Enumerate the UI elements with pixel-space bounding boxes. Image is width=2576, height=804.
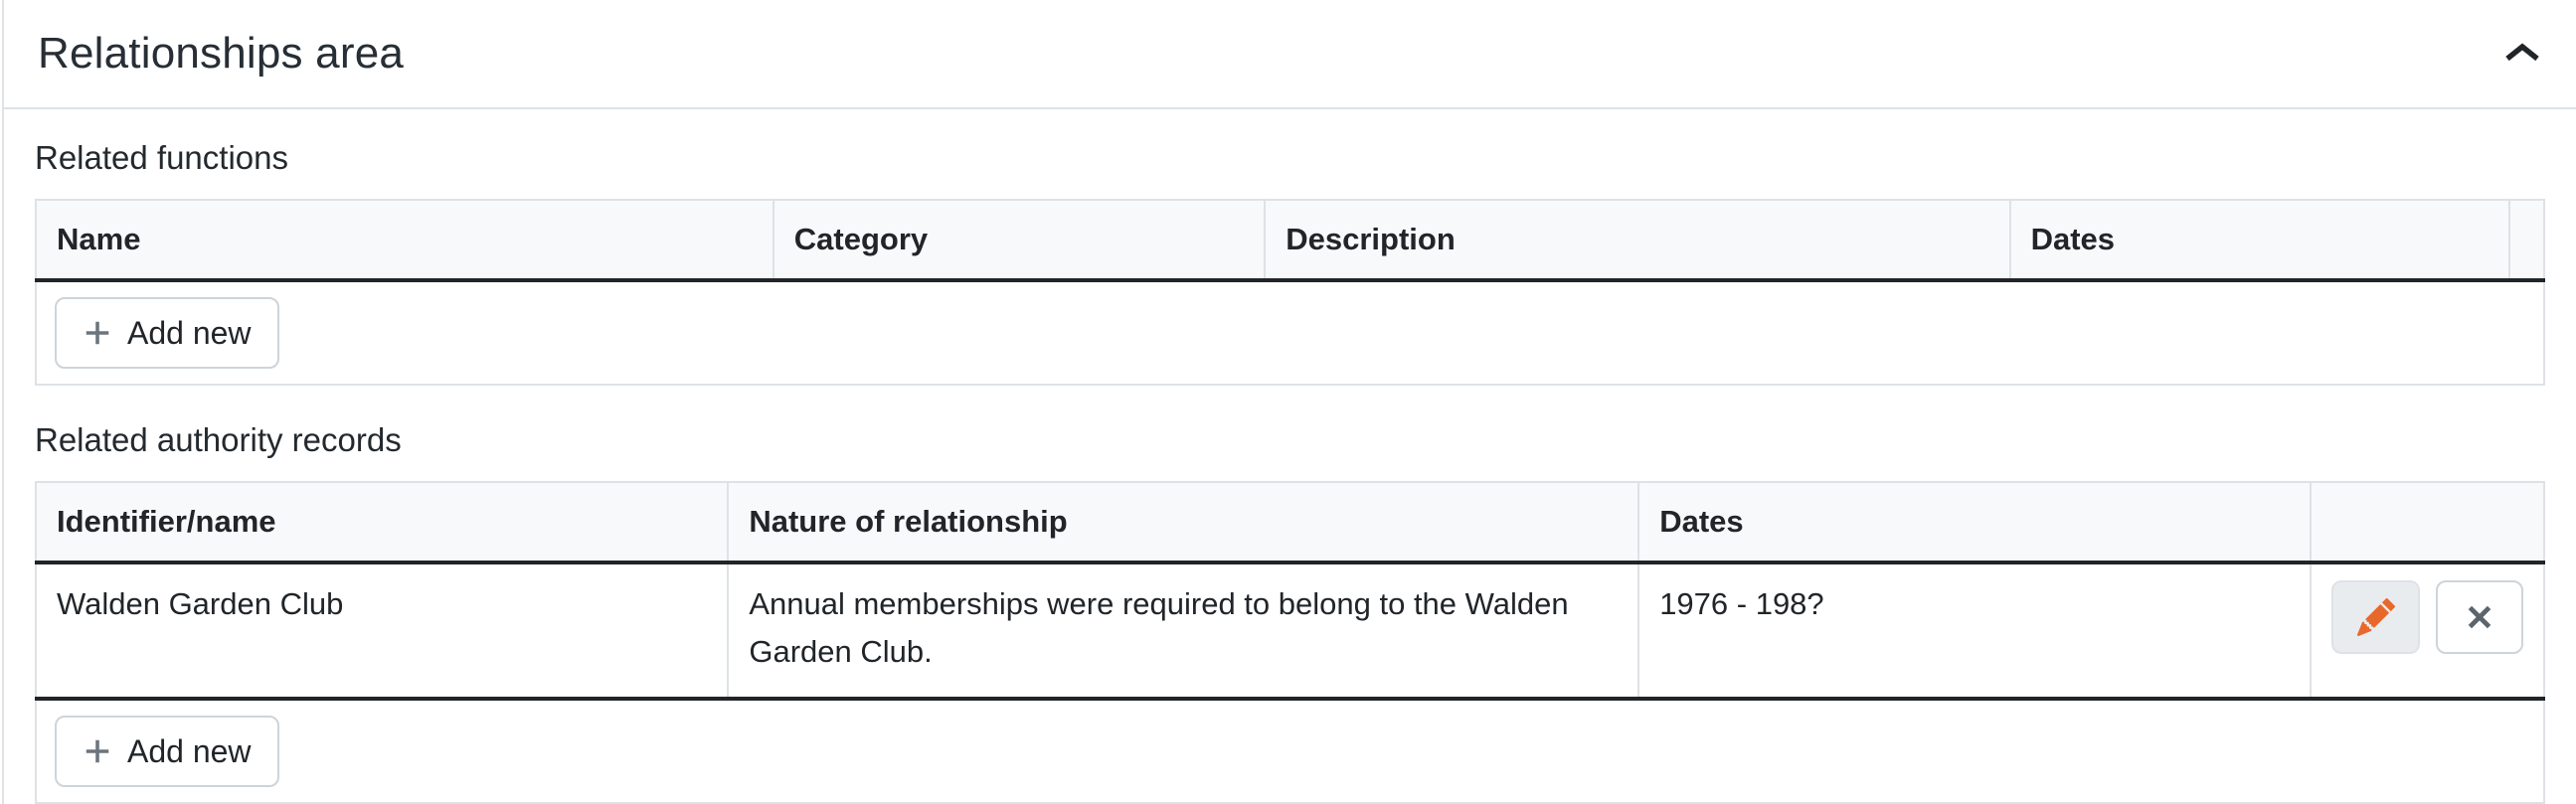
column-header-nature: Nature of relationship xyxy=(727,482,1639,564)
dates-cell: 1976 - 198? xyxy=(1637,563,2312,701)
chevron-up-icon xyxy=(2504,42,2540,66)
edit-button[interactable] xyxy=(2331,580,2420,654)
add-new-button[interactable]: Add new xyxy=(55,297,279,369)
related-authority-records-table: Identifier/name Nature of relationship D… xyxy=(35,481,2545,804)
row-actions-cell xyxy=(2310,563,2544,701)
related-authority-records-label: Related authority records xyxy=(35,421,402,458)
column-header-identifier-name: Identifier/name xyxy=(36,482,729,564)
column-header-actions xyxy=(2507,200,2544,282)
close-icon xyxy=(2464,601,2495,633)
column-header-dates: Dates xyxy=(2008,200,2509,282)
add-new-label: Add new xyxy=(127,314,252,351)
related-functions-label: Related functions xyxy=(35,139,288,176)
section-body: Related functions Name Category Descript… xyxy=(4,139,2576,804)
related-functions-table: Name Category Description Dates xyxy=(35,199,2545,386)
plus-icon xyxy=(83,318,112,348)
table-header-row: Identifier/name Nature of relationship D… xyxy=(36,482,2544,564)
delete-button[interactable] xyxy=(2435,580,2523,654)
column-header-name: Name xyxy=(36,200,773,282)
add-new-button[interactable]: Add new xyxy=(55,716,279,787)
table-row: Walden Garden Club Annual memberships we… xyxy=(36,563,2544,701)
nature-of-relationship-cell: Annual memberships were required to belo… xyxy=(727,563,1639,701)
collapse-section-button[interactable] xyxy=(2502,37,2542,72)
nature-of-relationship-text: Annual memberships were required to belo… xyxy=(749,586,1569,669)
identifier-name-cell: Walden Garden Club xyxy=(36,563,729,701)
add-new-label: Add new xyxy=(127,732,252,769)
plus-icon xyxy=(83,736,112,766)
table-header-row: Name Category Description Dates xyxy=(36,200,2544,282)
page-title: Relationships area xyxy=(38,29,405,78)
column-header-category: Category xyxy=(772,200,1266,282)
table-footer-row: Add new xyxy=(36,699,2544,803)
pencil-icon xyxy=(2356,598,2395,636)
column-header-actions xyxy=(2310,482,2544,564)
column-header-description: Description xyxy=(1264,200,2010,282)
column-header-dates: Dates xyxy=(1637,482,2312,564)
table-footer-row: Add new xyxy=(36,280,2544,385)
section-header: Relationships area xyxy=(4,0,2576,109)
